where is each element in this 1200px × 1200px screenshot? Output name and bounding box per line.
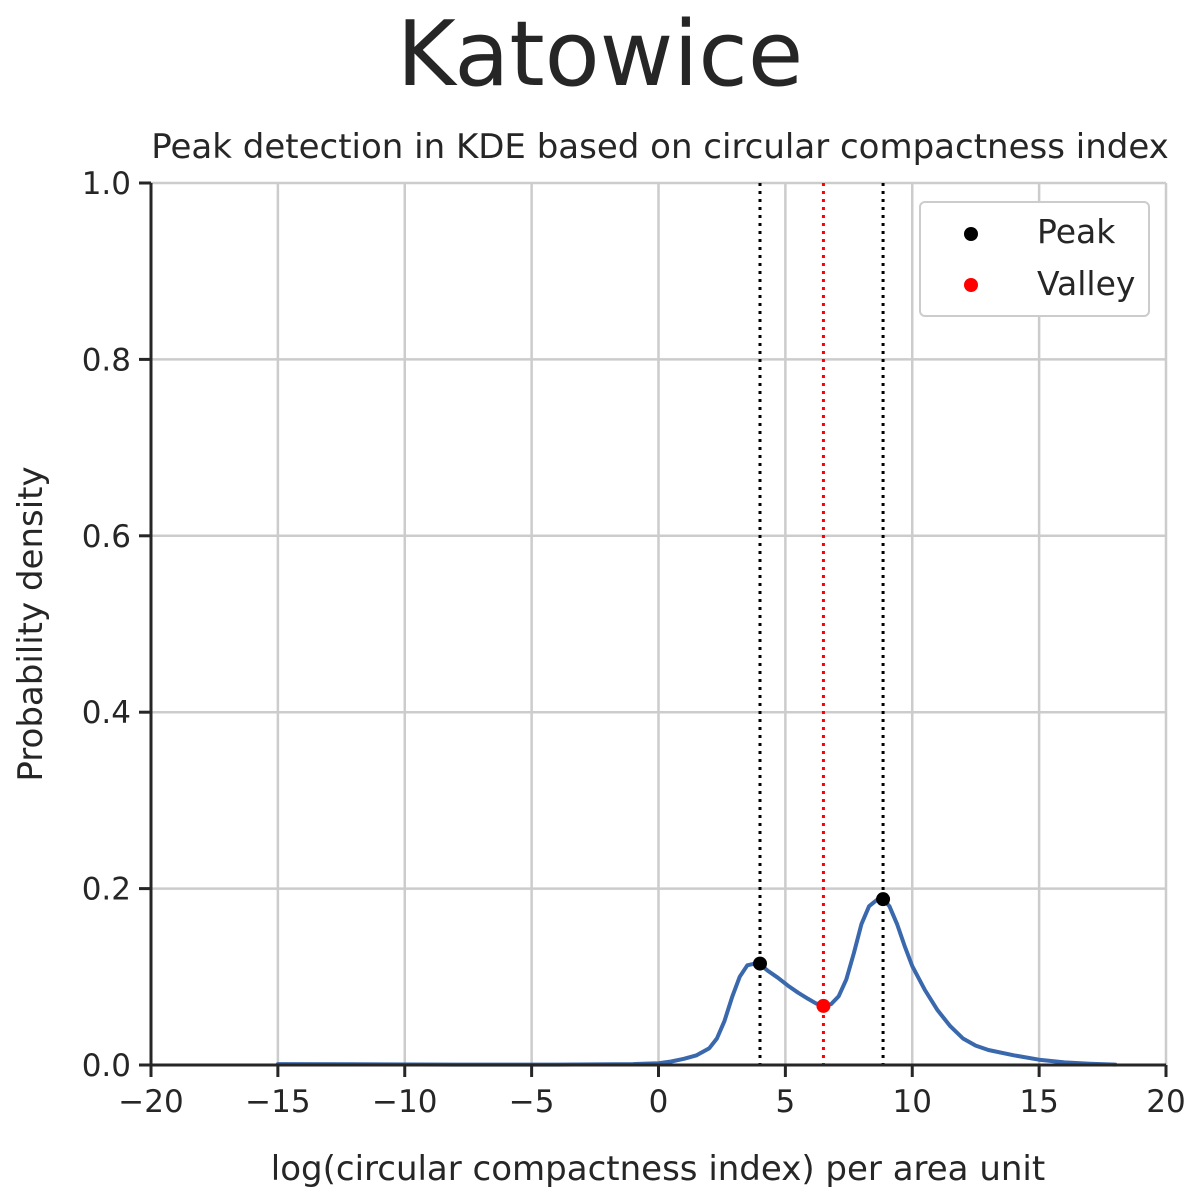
grid: [149, 181, 1168, 1067]
y-tick-label: 1.0: [82, 166, 131, 202]
legend-valley-marker: [964, 278, 978, 292]
x-tick-label: −20: [118, 1084, 183, 1120]
x-tick-label: −5: [509, 1084, 555, 1120]
x-tick-label: 5: [776, 1084, 796, 1120]
y-tick-label: 0.4: [82, 695, 131, 731]
axes: −20 −15 −10 −5 0 5 10 15 20 0.0 0.2 0.4 0.6 0.8 1.0: [82, 166, 1186, 1120]
y-tick-label: 0.0: [82, 1048, 131, 1084]
valley-marker: [816, 998, 831, 1013]
peak-marker: [753, 956, 767, 971]
legend-valley-label: Valley: [1037, 264, 1135, 303]
figure-title: Katowice: [397, 2, 803, 107]
x-tick-label: 20: [1146, 1084, 1185, 1120]
y-axis-label: Probability density: [11, 466, 51, 781]
x-tick-label: 15: [1019, 1084, 1058, 1120]
x-axis-label: log(circular compactness index) per area…: [271, 1149, 1045, 1189]
x-tick-label: 0: [649, 1084, 669, 1120]
chart-title: Peak detection in KDE based on circular …: [151, 127, 1169, 167]
y-tick-label: 0.8: [82, 342, 131, 378]
x-tick-label: −10: [372, 1084, 437, 1120]
y-tick-label: 0.2: [82, 872, 131, 908]
x-tick-label: −15: [245, 1084, 310, 1120]
legend: Peak Valley: [919, 201, 1150, 317]
legend-peak-label: Peak: [1037, 212, 1116, 251]
y-tick-label: 0.6: [82, 519, 131, 555]
x-tick-label: 10: [893, 1084, 932, 1120]
peak-marker: [876, 892, 891, 907]
legend-peak-marker: [964, 227, 978, 241]
plot-area: [275, 183, 1118, 1067]
